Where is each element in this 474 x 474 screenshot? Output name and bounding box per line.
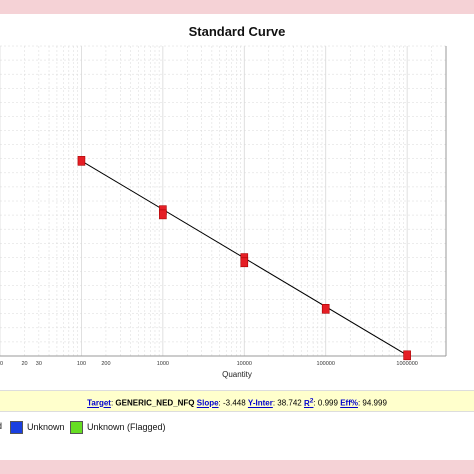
data-point	[77, 156, 86, 166]
data-point	[240, 257, 249, 268]
eff-link[interactable]: Eff%	[340, 398, 358, 408]
chart-panel: Standard Curve 10 20 30 100 200 1000 10000 1000…	[0, 14, 474, 460]
x-tick-label: 1000000	[396, 361, 417, 367]
r2-label: R	[303, 398, 310, 408]
data-point	[321, 303, 330, 314]
yinter-value: 38.742	[277, 398, 302, 408]
slope-link[interactable]: Slope	[196, 398, 219, 408]
x-tick-label: 100	[77, 361, 86, 367]
data-point	[159, 209, 167, 220]
x-tick-label: 10000	[237, 361, 252, 367]
eff-value: 94.999	[362, 398, 387, 408]
data-point	[403, 350, 411, 361]
x-tick-label: 30	[36, 361, 42, 367]
x-tick-label: 100000	[317, 361, 335, 367]
x-axis-label: Quantity	[222, 370, 252, 379]
legend-label-unknown: Unknown	[27, 421, 65, 432]
x-tick-label: 20	[21, 361, 27, 367]
legend-item-standard: d	[0, 421, 2, 431]
slope-value: -3.448	[223, 398, 246, 408]
chart-title: Standard Curve	[188, 24, 286, 39]
stats-bar: Target: GENERIC_NED_NFQ Slope: -3.448 Y-…	[0, 390, 474, 412]
legend-swatch-flagged	[70, 421, 83, 434]
x-tick-label: 1000	[157, 361, 169, 367]
legend-swatch-unknown	[10, 421, 23, 434]
x-tick-label: 10	[0, 361, 3, 367]
legend-item-flagged: Unknown (Flagged)	[70, 421, 166, 434]
legend-item-unknown: Unknown	[10, 421, 65, 434]
yinter-link[interactable]: Y-Inter	[247, 398, 273, 408]
x-tick-label: 200	[101, 361, 110, 367]
r2-sup: 2	[309, 397, 314, 404]
r2-link[interactable]: R2	[303, 397, 314, 408]
legend-label-standard: d	[0, 421, 2, 431]
r2-value: 0.999	[317, 398, 338, 408]
target-value: GENERIC_NED_NFQ	[115, 398, 195, 408]
legend-label-flagged: Unknown (Flagged)	[87, 421, 166, 432]
legend: d Unknown Unknown (Flagged)	[0, 416, 474, 438]
standard-curve-plot: 10 20 30 100 200 1000 10000 100000 1000000	[0, 45, 447, 367]
target-link[interactable]: Target	[87, 398, 111, 408]
